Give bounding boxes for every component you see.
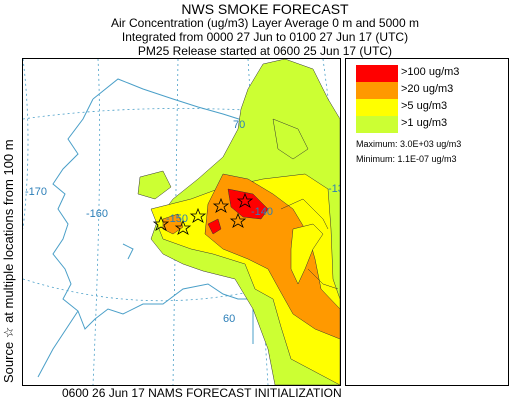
legend-label-gt1: >1 ug/m3 (401, 117, 448, 129)
legend-swatch-yellow (356, 99, 398, 116)
lon-label-160: -160 (86, 208, 108, 220)
alaska-west-and-south-coast (52, 98, 284, 330)
forecast-initialization-footer: 0600 26 Jun 17 NAMS FORECAST INITIALIZAT… (62, 386, 342, 400)
fire-source-markers (152, 192, 254, 235)
fire-source-star (174, 219, 192, 235)
longitude-line-150 (172, 59, 179, 385)
lon-label-140: -140 (251, 206, 273, 218)
legend-swatch-orange (356, 82, 398, 99)
lon-label-170: -170 (25, 186, 47, 198)
fire-source-star (189, 207, 207, 223)
contour-line-3 (307, 268, 339, 290)
lon-label-150: -150 (166, 213, 188, 225)
norton-sound-coast (122, 243, 134, 260)
contour-line-1 (280, 198, 329, 230)
legend-label-gt5: >5 ug/m3 (401, 100, 448, 112)
longitude-line-160 (92, 59, 101, 385)
source-location-label: Source ☆ at multiple locations from 100 … (1, 139, 16, 383)
map-panel[interactable]: -170 -160 -150 -140 -130 70 60 (22, 58, 341, 386)
smoke-patch-gt20 (162, 213, 184, 235)
fire-source-star (212, 197, 230, 213)
fire-source-star (152, 215, 170, 231)
lat-label-70: 70 (233, 119, 245, 131)
fire-source-star (236, 192, 254, 208)
smoke-area-gt100 (227, 188, 269, 220)
map-title: NWS SMOKE FORECAST (181, 1, 349, 17)
fire-source-star (229, 212, 247, 228)
smoke-patch-gt100 (207, 218, 222, 235)
smoke-map[interactable]: -170 -160 -150 -140 -130 70 60 (23, 59, 340, 385)
legend-minimum: Minimum: 1.1E-07 ug/m3 (356, 154, 457, 164)
legend-panel: >100 ug/m3 >20 ug/m3 >5 ug/m3 >1 ug/m3 M… (345, 58, 509, 386)
smoke-patch-west (137, 170, 172, 200)
integration-period: Integrated from 0000 27 Jun to 0100 27 J… (121, 30, 409, 44)
legend-swatch-lime (356, 116, 398, 133)
legend-swatch-red (356, 65, 398, 82)
lat-label-60: 60 (223, 313, 235, 325)
contour-line-2 (272, 118, 309, 160)
longitude-line-170 (23, 59, 29, 230)
concentration-description: Air Concentration (ug/m3) Layer Average … (111, 16, 419, 30)
release-start: PM25 Release started at 0600 25 Jun 17 (… (137, 44, 393, 58)
smoke-area-gt5-inner (290, 223, 324, 285)
aleutian-coast (37, 310, 79, 378)
title-block: NWS SMOKE FORECAST Air Concentration (ug… (20, 2, 509, 58)
legend-label-gt100: >100 ug/m3 (401, 66, 460, 78)
lon-label-130: -130 (328, 183, 340, 195)
legend-maximum: Maximum: 3.0E+03 ug/m3 (356, 139, 462, 149)
legend-label-gt20: >20 ug/m3 (401, 83, 454, 95)
